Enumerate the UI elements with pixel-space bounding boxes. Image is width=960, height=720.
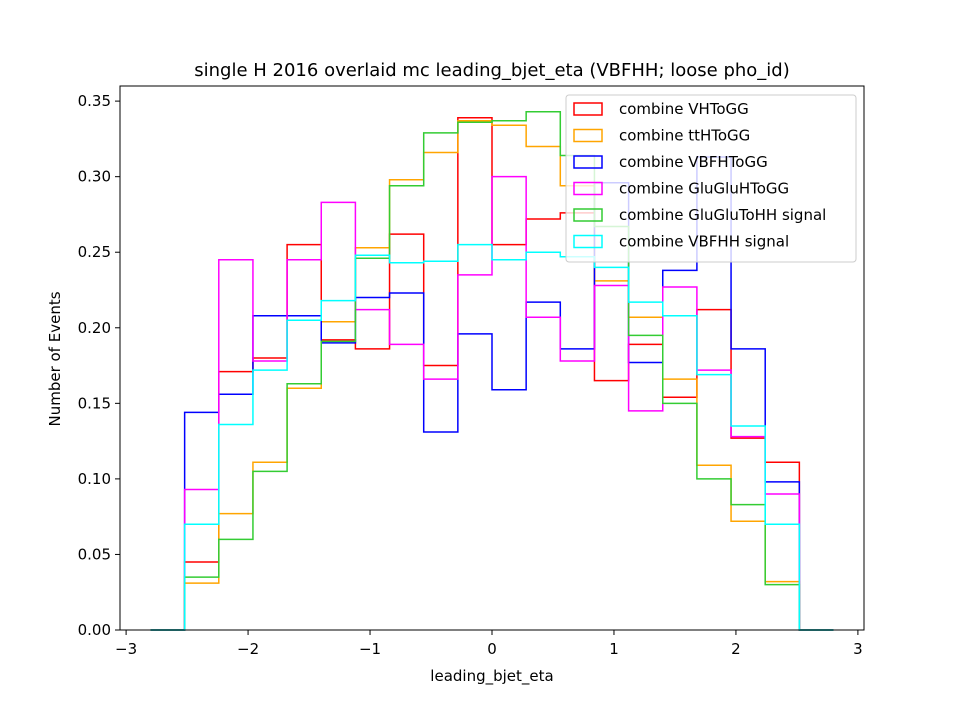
x-axis: −3 −2 −1 0 1 2 3 bbox=[115, 630, 863, 658]
series-line-3 bbox=[150, 175, 834, 631]
y-tick-label: 0.25 bbox=[78, 243, 111, 261]
x-tick-label: −3 bbox=[115, 640, 137, 658]
legend-label: combine VHToGG bbox=[619, 100, 749, 118]
y-tick-label: 0.10 bbox=[78, 470, 111, 488]
legend-label: combine GluGluHToGG bbox=[619, 180, 789, 198]
x-tick-label: 1 bbox=[609, 640, 619, 658]
legend-label: combine ttHToGG bbox=[619, 127, 750, 145]
y-tick-label: 0.30 bbox=[78, 168, 111, 186]
x-tick-label: 2 bbox=[731, 640, 741, 658]
legend-label: combine VBFHH signal bbox=[619, 233, 789, 251]
y-tick-label: 0.15 bbox=[78, 394, 111, 412]
legend-swatch bbox=[573, 155, 603, 169]
series-line-1 bbox=[150, 120, 834, 631]
legend-swatch bbox=[573, 181, 603, 196]
x-tick-label: 0 bbox=[487, 640, 497, 658]
legend: combine VHToGG combine ttHToGG combine VBF… bbox=[565, 94, 857, 263]
legend-swatch bbox=[573, 128, 603, 143]
legend-label: combine GluGluToHH signal bbox=[619, 206, 826, 224]
y-tick-label: 0.05 bbox=[78, 545, 111, 563]
series-line-4 bbox=[150, 110, 834, 631]
y-axis: 0.00 0.05 0.10 0.15 0.20 0.25 0.30 0.35 bbox=[78, 92, 120, 639]
legend-label: combine VBFHToGG bbox=[619, 153, 768, 171]
legend-swatch bbox=[573, 208, 603, 222]
legend-swatch bbox=[573, 102, 603, 116]
chart-title: single H 2016 overlaid mc leading_bjet_e… bbox=[194, 60, 789, 81]
series-line-5 bbox=[150, 243, 834, 631]
y-tick-label: 0.20 bbox=[78, 319, 111, 337]
x-axis-label: leading_bjet_eta bbox=[430, 667, 553, 686]
y-tick-label: 0.00 bbox=[78, 621, 111, 639]
y-axis-label: Number of Events bbox=[46, 291, 64, 426]
x-tick-label: −2 bbox=[237, 640, 259, 658]
x-tick-label: 3 bbox=[853, 640, 863, 658]
x-tick-label: −1 bbox=[359, 640, 381, 658]
legend-box bbox=[565, 94, 857, 263]
legend-swatch bbox=[573, 234, 603, 249]
y-tick-label: 0.35 bbox=[78, 92, 111, 110]
